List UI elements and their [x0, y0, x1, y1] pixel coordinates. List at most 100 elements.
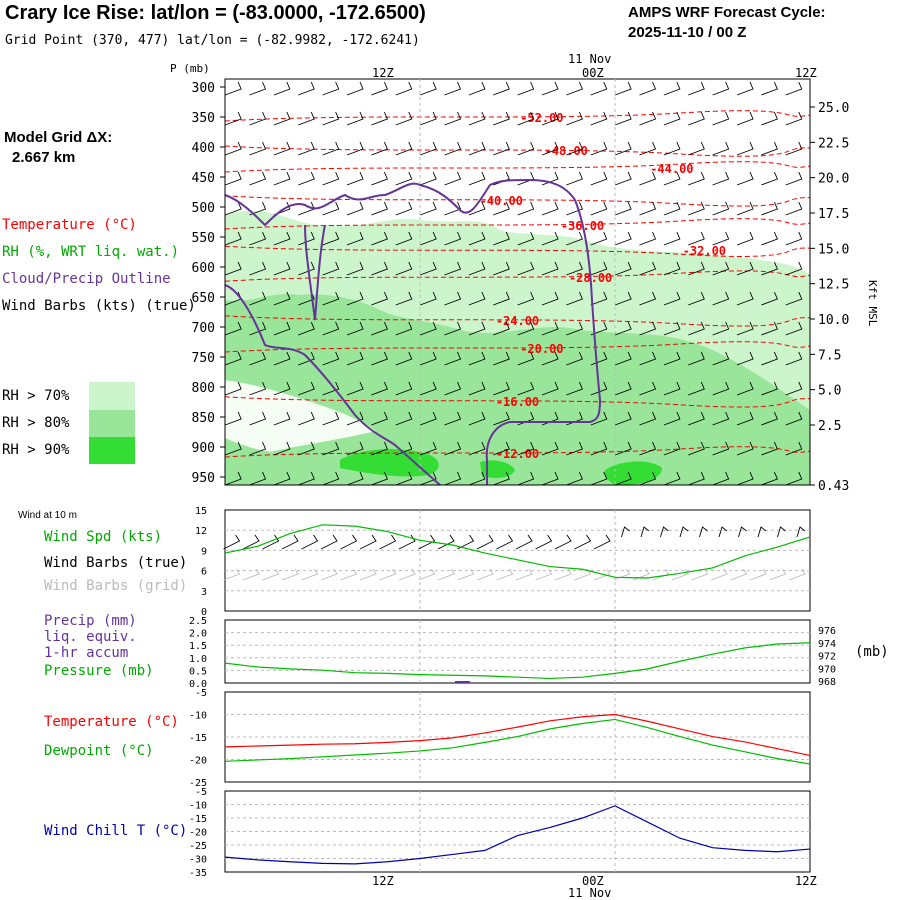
- wind-barb: [639, 381, 657, 396]
- wind-barb: [444, 141, 462, 156]
- model-grid-label: Model Grid ΔX:: [4, 129, 113, 146]
- wind-barb-true: [496, 534, 514, 550]
- wind-tick-labels: 15 12 9 6 3 0: [195, 506, 207, 618]
- wind-barb: [663, 141, 681, 156]
- wind-barb: [663, 111, 681, 126]
- top-date-label: 11 Nov: [568, 52, 612, 66]
- wind-barb: [663, 201, 681, 216]
- wind-barb: [468, 381, 486, 396]
- wind-barb: [761, 381, 778, 396]
- wind-barb: [346, 171, 364, 186]
- wind-barb: [322, 171, 340, 186]
- wind-barb: [736, 381, 754, 396]
- wind-barb: [395, 261, 413, 276]
- wind-barb: [517, 441, 535, 456]
- precip-panel-frame: [224, 619, 811, 684]
- wind-barb: [298, 111, 315, 126]
- wind-barb: [419, 381, 437, 396]
- wind-barb: [249, 171, 267, 186]
- wind-barb-grid: [710, 568, 728, 581]
- temperature-contour-label: -48.00: [545, 144, 588, 158]
- top-tick-12z-a: 12Z: [372, 66, 394, 80]
- wind-barb: [639, 441, 657, 456]
- pressure-tick-label: 900: [192, 441, 215, 456]
- wind-barb: [224, 441, 242, 456]
- wind-barb: [371, 321, 388, 336]
- wind-barb: [639, 291, 657, 306]
- wind-barb-grid: [359, 568, 377, 581]
- wind-barb: [468, 471, 486, 486]
- wind-barb: [566, 471, 583, 486]
- wind-barb-true: [515, 534, 533, 550]
- wind-barb: [614, 141, 632, 156]
- wind-barb: [566, 441, 583, 456]
- precip-label: Precip (mm): [44, 613, 137, 629]
- pressure-tick-label: 950: [192, 471, 215, 486]
- wind-barb: [395, 81, 413, 96]
- height-tick-label: 25.0: [818, 101, 849, 116]
- wind-barb: [785, 321, 803, 336]
- wind-barb: [541, 141, 559, 156]
- wind-barb: [371, 441, 388, 456]
- wind-barb: [273, 111, 291, 126]
- temperature-contour: [224, 195, 811, 207]
- model-grid-value: 2.667 km: [12, 149, 76, 166]
- wind-barb: [249, 381, 267, 396]
- wind-barb: [785, 81, 803, 96]
- precip-tick-label: 1.5: [189, 641, 207, 652]
- temp-tick-label: -15: [189, 733, 207, 744]
- dewpoint-label: Dewpoint (°C): [44, 743, 154, 759]
- wind-barb-true: [535, 534, 553, 550]
- wind-barb: [736, 201, 754, 216]
- wind-barb: [517, 291, 535, 306]
- wind-barb: [273, 321, 291, 336]
- chill-tick-label: -25: [189, 841, 207, 852]
- sounding-frame: [224, 78, 811, 486]
- wind-barb: [395, 291, 413, 306]
- temperature-contour-label: -24.00: [496, 314, 539, 328]
- wind-barb: [590, 261, 608, 276]
- height-tick-label: 22.5: [818, 136, 849, 151]
- wind-barb: [541, 381, 559, 396]
- wind-barb: [444, 321, 462, 336]
- wind-barb: [468, 111, 486, 126]
- pressure-tick-label: 350: [192, 111, 215, 126]
- wind-barb-true: [262, 534, 280, 550]
- temp-tick-labels: -5 -10 -15 -20 -25: [189, 688, 207, 789]
- wind-barb-true: [379, 534, 397, 550]
- precip-tick-label: 1.0: [189, 654, 207, 665]
- wind-barb: [273, 441, 291, 456]
- wind-barb: [566, 171, 583, 186]
- pressure-tick-label: 600: [192, 261, 215, 276]
- height-tick-label: 15.0: [818, 242, 849, 257]
- wind-barb-true: [359, 534, 377, 550]
- wind-barb: [468, 171, 486, 186]
- wind-barb: [590, 111, 608, 126]
- wind-barb: [444, 81, 462, 96]
- legend-wind-barbs: Wind Barbs (kts) (true): [2, 298, 196, 314]
- wind-barb: [444, 411, 462, 426]
- wind-barb: [688, 411, 705, 426]
- wind-barb: [493, 321, 510, 336]
- wind-barb: [736, 141, 754, 156]
- legend-temperature: Temperature (°C): [2, 217, 137, 233]
- pressure-label: Pressure (mb): [44, 663, 154, 679]
- wind-barb: [541, 351, 559, 366]
- legend-rh70-swatch: [89, 382, 135, 410]
- wind-barb: [639, 111, 657, 126]
- wind-barb-true: [418, 534, 436, 550]
- wind-barb: [614, 291, 632, 306]
- forecast-cycle-label: AMPS WRF Forecast Cycle:: [628, 4, 826, 21]
- wind-barb-grid: [340, 568, 358, 581]
- wind-barb: [761, 351, 778, 366]
- wind-barb: [590, 171, 608, 186]
- wind-barb: [346, 381, 364, 396]
- wind-chill-series: [224, 805, 811, 865]
- wind-barb-true: [660, 526, 669, 538]
- wind-barb: [298, 81, 315, 96]
- wind-barb: [371, 111, 388, 126]
- wind-barb-grid: [788, 568, 806, 581]
